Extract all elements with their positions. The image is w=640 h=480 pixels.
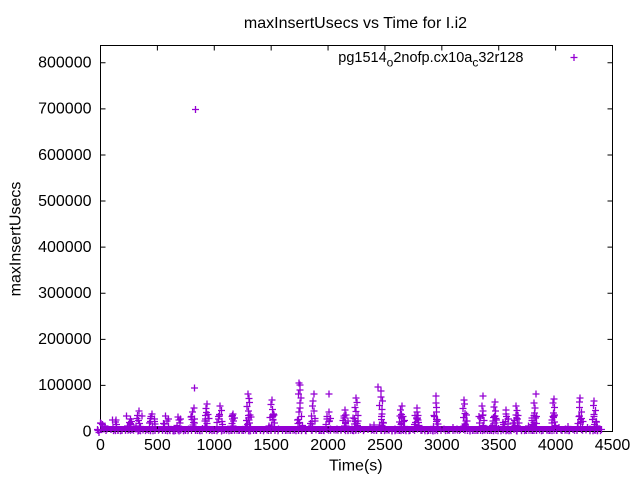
svg-text:4000: 4000	[538, 437, 574, 454]
svg-text:0: 0	[83, 423, 92, 440]
svg-text:1000: 1000	[196, 437, 232, 454]
svg-text:pg1514o2nofp.cx10ac32r128: pg1514o2nofp.cx10ac32r128	[338, 50, 523, 70]
svg-text:3500: 3500	[481, 437, 517, 454]
svg-text:Time(s): Time(s)	[329, 458, 383, 475]
svg-text:700000: 700000	[38, 101, 91, 118]
svg-text:3000: 3000	[424, 437, 460, 454]
svg-text:100000: 100000	[38, 377, 91, 394]
svg-text:1500: 1500	[253, 437, 289, 454]
svg-text:200000: 200000	[38, 331, 91, 348]
svg-text:0: 0	[96, 437, 105, 454]
svg-text:maxInsertUsecs: maxInsertUsecs	[8, 182, 25, 297]
svg-text:300000: 300000	[38, 285, 91, 302]
svg-text:500000: 500000	[38, 193, 91, 210]
svg-text:maxInsertUsecs vs Time for I.i: maxInsertUsecs vs Time for I.i2	[244, 15, 467, 32]
svg-text:400000: 400000	[38, 239, 91, 256]
svg-text:600000: 600000	[38, 147, 91, 164]
svg-text:2500: 2500	[367, 437, 403, 454]
svg-text:2000: 2000	[310, 437, 346, 454]
svg-text:500: 500	[144, 437, 171, 454]
svg-text:800000: 800000	[38, 55, 91, 72]
svg-text:4500: 4500	[595, 437, 631, 454]
